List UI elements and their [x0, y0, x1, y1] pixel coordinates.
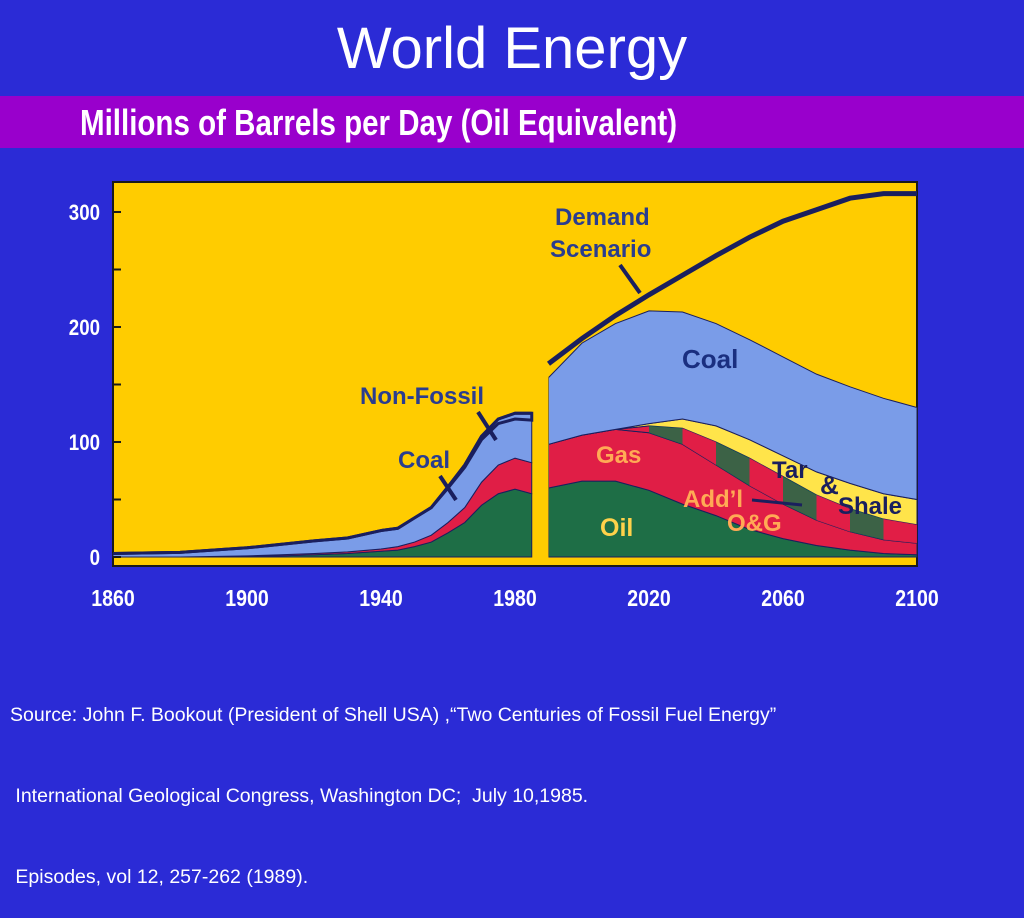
annotation-coal-arrow [438, 474, 458, 502]
annotation-og: O&G [727, 510, 782, 537]
addl-og-stripe [649, 425, 683, 445]
annotation-shale: Shale [838, 493, 902, 520]
annotation-tar: Tar [772, 457, 808, 484]
y-tick-label: 0 [90, 547, 100, 571]
addl-og-stripe [883, 519, 917, 544]
annotation-non-fossil: Non-Fossil [360, 383, 484, 410]
annotation-coal-projection: Coal [682, 344, 738, 374]
x-tick-label: 2100 [895, 586, 938, 612]
annotation-gas: Gas [596, 442, 641, 469]
addl-og-stripe [783, 476, 817, 521]
annotation-addl-arrow [751, 498, 803, 507]
annotation-coal-historical: Coal [398, 447, 450, 474]
addl-og-stripe [716, 442, 750, 486]
demand-scenario-line [546, 191, 917, 366]
x-tick-label: 1940 [359, 586, 402, 612]
subtitle-band [0, 96, 1024, 148]
source-line-3: Episodes, vol 12, 257-262 (1989). [10, 866, 309, 888]
area-projection-coal [548, 310, 918, 501]
x-tick-label: 1860 [91, 586, 134, 612]
x-tick-label: 2060 [761, 586, 804, 612]
annotation-scenario: Scenario [550, 236, 651, 263]
annotation-addl: Add’l [683, 486, 743, 513]
addl-og-stripe [850, 508, 884, 540]
annotation-oil: Oil [600, 514, 633, 542]
projection-gap [535, 183, 549, 565]
x-tick-label: 1980 [493, 586, 536, 612]
slide-subtitle: Millions of Barrels per Day (Oil Equival… [80, 102, 678, 143]
y-tick-label: 100 [69, 432, 100, 456]
addl-og-stripe [749, 458, 783, 505]
addl-og-stripe [682, 428, 716, 465]
y-tick-label: 300 [69, 202, 100, 226]
annotation-demand-arrow [618, 263, 642, 295]
addl-og-stripe [816, 494, 850, 532]
x-tick-label: 2020 [627, 586, 670, 612]
source-line-1: Source: John F. Bookout (President of Sh… [10, 704, 777, 726]
source-citation: Source: John F. Bookout (President of Sh… [10, 648, 776, 918]
slide-title: World Energy [336, 16, 688, 81]
annotation-ampersand: & [820, 470, 839, 500]
x-tick-label: 1900 [225, 586, 268, 612]
y-tick-label: 200 [69, 317, 100, 341]
energy-chart: 300 200 100 0 1860 1900 1940 1980 2020 2060 2100 De… [69, 181, 939, 612]
source-line-2: International Geological Congress, Washi… [10, 785, 589, 807]
annotation-demand: Demand [555, 204, 650, 231]
annotation-non-fossil-arrow [476, 410, 498, 442]
